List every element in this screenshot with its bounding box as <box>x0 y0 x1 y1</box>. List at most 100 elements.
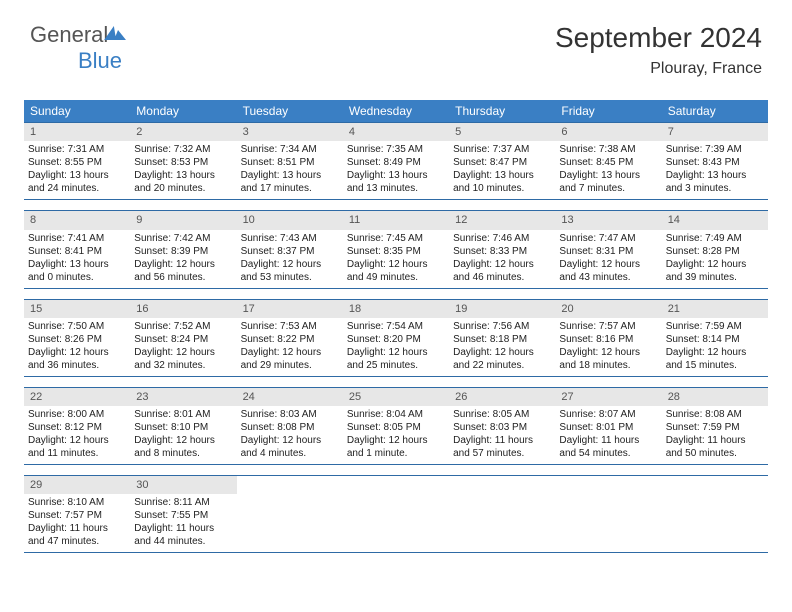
day-number: 22 <box>24 388 130 406</box>
day-details: Sunrise: 7:49 AMSunset: 8:28 PMDaylight:… <box>662 232 768 284</box>
sunset-text: Sunset: 8:45 PM <box>559 156 657 169</box>
sunset-text: Sunset: 8:12 PM <box>28 421 126 434</box>
day-number: 26 <box>449 388 555 406</box>
calendar-week-row: 8 Sunrise: 7:41 AMSunset: 8:41 PMDaylight… <box>24 210 768 288</box>
daylight-text-2: and 20 minutes. <box>134 182 232 195</box>
daylight-text-1: Daylight: 13 hours <box>28 258 126 271</box>
day-details: Sunrise: 7:43 AMSunset: 8:37 PMDaylight:… <box>237 232 343 284</box>
brand-part1: General <box>30 22 108 47</box>
day-details: Sunrise: 7:37 AMSunset: 8:47 PMDaylight:… <box>449 143 555 195</box>
day-details: Sunrise: 7:38 AMSunset: 8:45 PMDaylight:… <box>555 143 661 195</box>
daylight-text-2: and 22 minutes. <box>453 359 551 372</box>
weekday-header-row: Sunday Monday Tuesday Wednesday Thursday… <box>24 100 768 122</box>
calendar-day-cell: 9Sunrise: 7:42 AMSunset: 8:39 PMDaylight… <box>130 211 236 287</box>
brand-part2: Blue <box>78 48 122 73</box>
sunset-text: Sunset: 8:51 PM <box>241 156 339 169</box>
sunrise-text: Sunrise: 8:07 AM <box>559 408 657 421</box>
daylight-text-1: Daylight: 12 hours <box>347 346 445 359</box>
daylight-text-1: Daylight: 12 hours <box>559 346 657 359</box>
daylight-text-2: and 8 minutes. <box>134 447 232 460</box>
weekday-header: Thursday <box>449 100 555 122</box>
sunset-text: Sunset: 8:24 PM <box>134 333 232 346</box>
day-details: Sunrise: 7:47 AMSunset: 8:31 PMDaylight:… <box>555 232 661 284</box>
calendar-day-cell: 22Sunrise: 8:00 AMSunset: 8:12 PMDayligh… <box>24 388 130 464</box>
weekday-header: Wednesday <box>343 100 449 122</box>
sunset-text: Sunset: 8:41 PM <box>28 245 126 258</box>
daylight-text-1: Daylight: 11 hours <box>666 434 764 447</box>
day-number: 3 <box>237 123 343 141</box>
day-details: Sunrise: 7:39 AMSunset: 8:43 PMDaylight:… <box>662 143 768 195</box>
daylight-text-2: and 32 minutes. <box>134 359 232 372</box>
day-details: Sunrise: 7:46 AMSunset: 8:33 PMDaylight:… <box>449 232 555 284</box>
calendar-day-cell: 1Sunrise: 7:31 AMSunset: 8:55 PMDaylight… <box>24 123 130 199</box>
day-details: Sunrise: 7:52 AMSunset: 8:24 PMDaylight:… <box>130 320 236 372</box>
daylight-text-1: Daylight: 12 hours <box>134 258 232 271</box>
daylight-text-1: Daylight: 13 hours <box>453 169 551 182</box>
daylight-text-1: Daylight: 12 hours <box>453 346 551 359</box>
sunset-text: Sunset: 7:55 PM <box>134 509 232 522</box>
day-details: Sunrise: 8:07 AMSunset: 8:01 PMDaylight:… <box>555 408 661 460</box>
sunrise-text: Sunrise: 7:34 AM <box>241 143 339 156</box>
daylight-text-2: and 15 minutes. <box>666 359 764 372</box>
day-details: Sunrise: 7:41 AMSunset: 8:41 PMDaylight:… <box>24 232 130 284</box>
calendar-day-empty: . <box>555 476 661 552</box>
day-number: 2 <box>130 123 236 141</box>
sunset-text: Sunset: 8:18 PM <box>453 333 551 346</box>
calendar-grid: Sunday Monday Tuesday Wednesday Thursday… <box>24 100 768 553</box>
calendar-day-cell: 20Sunrise: 7:57 AMSunset: 8:16 PMDayligh… <box>555 300 661 376</box>
calendar-day-cell: 14Sunrise: 7:49 AMSunset: 8:28 PMDayligh… <box>662 211 768 287</box>
sunrise-text: Sunrise: 7:50 AM <box>28 320 126 333</box>
weekday-header: Tuesday <box>237 100 343 122</box>
sunset-text: Sunset: 8:49 PM <box>347 156 445 169</box>
sunrise-text: Sunrise: 7:43 AM <box>241 232 339 245</box>
day-number: 6 <box>555 123 661 141</box>
daylight-text-2: and 53 minutes. <box>241 271 339 284</box>
sunset-text: Sunset: 8:26 PM <box>28 333 126 346</box>
daylight-text-1: Daylight: 12 hours <box>134 434 232 447</box>
sunset-text: Sunset: 8:47 PM <box>453 156 551 169</box>
day-number: 17 <box>237 300 343 318</box>
daylight-text-2: and 11 minutes. <box>28 447 126 460</box>
day-number: 11 <box>343 211 449 229</box>
calendar-day-cell: 28Sunrise: 8:08 AMSunset: 7:59 PMDayligh… <box>662 388 768 464</box>
sunrise-text: Sunrise: 7:54 AM <box>347 320 445 333</box>
calendar-day-cell: 29Sunrise: 8:10 AMSunset: 7:57 PMDayligh… <box>24 476 130 552</box>
day-number: 29 <box>24 476 130 494</box>
sunrise-text: Sunrise: 7:49 AM <box>666 232 764 245</box>
sunrise-text: Sunrise: 7:57 AM <box>559 320 657 333</box>
day-details: Sunrise: 7:54 AMSunset: 8:20 PMDaylight:… <box>343 320 449 372</box>
month-year-title: September 2024 <box>555 22 762 54</box>
day-number: 8 <box>24 211 130 229</box>
daylight-text-2: and 10 minutes. <box>453 182 551 195</box>
location-subtitle: Plouray, France <box>555 60 762 78</box>
daylight-text-1: Daylight: 12 hours <box>347 258 445 271</box>
sunrise-text: Sunrise: 8:10 AM <box>28 496 126 509</box>
day-number: 16 <box>130 300 236 318</box>
sunset-text: Sunset: 8:05 PM <box>347 421 445 434</box>
day-details: Sunrise: 8:01 AMSunset: 8:10 PMDaylight:… <box>130 408 236 460</box>
calendar-day-empty: . <box>237 476 343 552</box>
daylight-text-1: Daylight: 13 hours <box>28 169 126 182</box>
sunset-text: Sunset: 8:14 PM <box>666 333 764 346</box>
sunrise-text: Sunrise: 8:08 AM <box>666 408 764 421</box>
daylight-text-1: Daylight: 13 hours <box>241 169 339 182</box>
daylight-text-2: and 39 minutes. <box>666 271 764 284</box>
calendar-day-empty: . <box>449 476 555 552</box>
sunrise-text: Sunrise: 7:35 AM <box>347 143 445 156</box>
calendar-day-cell: 4Sunrise: 7:35 AMSunset: 8:49 PMDaylight… <box>343 123 449 199</box>
sunset-text: Sunset: 8:31 PM <box>559 245 657 258</box>
day-details: Sunrise: 8:11 AMSunset: 7:55 PMDaylight:… <box>130 496 236 548</box>
sunrise-text: Sunrise: 7:37 AM <box>453 143 551 156</box>
calendar-week-row: 1Sunrise: 7:31 AMSunset: 8:55 PMDaylight… <box>24 122 768 200</box>
sunrise-text: Sunrise: 7:32 AM <box>134 143 232 156</box>
day-number: 5 <box>449 123 555 141</box>
weekday-header: Monday <box>130 100 236 122</box>
daylight-text-2: and 49 minutes. <box>347 271 445 284</box>
sunrise-text: Sunrise: 7:31 AM <box>28 143 126 156</box>
sunset-text: Sunset: 8:08 PM <box>241 421 339 434</box>
daylight-text-1: Daylight: 12 hours <box>28 434 126 447</box>
day-details: Sunrise: 7:35 AMSunset: 8:49 PMDaylight:… <box>343 143 449 195</box>
day-number: 19 <box>449 300 555 318</box>
sunset-text: Sunset: 8:35 PM <box>347 245 445 258</box>
sunset-text: Sunset: 8:16 PM <box>559 333 657 346</box>
